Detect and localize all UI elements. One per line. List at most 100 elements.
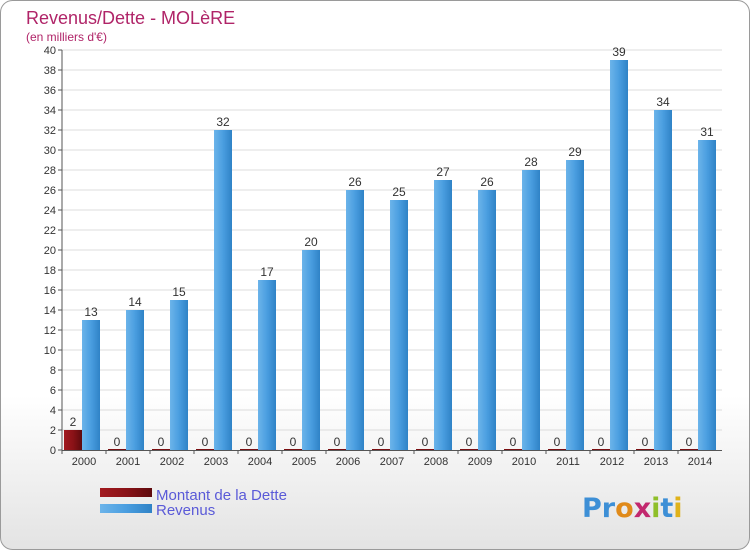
bar-revenus	[170, 300, 188, 450]
x-tick-label: 2009	[468, 456, 492, 468]
y-tick-label: 32	[44, 125, 56, 137]
data-label: 13	[84, 305, 98, 319]
y-tick-label: 22	[44, 225, 56, 237]
chart-title: Revenus/Dette - MOLèRE	[26, 8, 235, 28]
bar-dette-baseline	[152, 449, 170, 450]
legend-label-revenus: Revenus	[156, 502, 215, 519]
legend-swatch-debt	[100, 488, 152, 497]
data-label: 26	[348, 175, 362, 189]
y-tick-label: 18	[44, 265, 56, 277]
bar-revenus	[258, 280, 276, 450]
y-tick-label: 24	[44, 205, 56, 217]
x-tick-label: 2013	[644, 456, 668, 468]
data-label: 0	[202, 435, 209, 449]
bar-dette-baseline	[284, 449, 302, 450]
y-tick-label: 28	[44, 165, 56, 177]
logo-text: Proxiti	[582, 493, 683, 524]
bar-revenus	[214, 130, 232, 450]
bar-dette-baseline	[240, 449, 258, 450]
bar-dette	[64, 430, 82, 450]
x-tick-label: 2004	[248, 456, 272, 468]
data-label: 15	[172, 285, 186, 299]
data-label: 27	[436, 165, 450, 179]
y-tick-label: 2	[50, 425, 56, 437]
bar-dette-baseline	[328, 449, 346, 450]
legend-swatch-revenus	[100, 504, 152, 513]
legend-label-debt: Montant de la Dette	[156, 487, 287, 504]
data-label: 20	[304, 235, 318, 249]
y-tick-label: 38	[44, 65, 56, 77]
x-tick-label: 2003	[204, 456, 228, 468]
bar-dette-baseline	[504, 449, 522, 450]
x-tick-label: 2000	[72, 456, 96, 468]
data-label: 0	[686, 435, 693, 449]
y-tick-label: 8	[50, 365, 56, 377]
bar-revenus	[654, 110, 672, 450]
data-labels: 2 13 0 14 0 15 0 32 0 17 0 20 0 26 0 25 0 27 0 26 0 28 0 29 0 39 0…	[70, 45, 714, 449]
data-label: 0	[114, 435, 121, 449]
bar-dette-baseline	[548, 449, 566, 450]
bar-dette-baseline	[636, 449, 654, 450]
chart-subtitle: (en milliers d'€)	[26, 30, 107, 44]
x-tick-label: 2014	[688, 456, 712, 468]
bar-dette-baseline	[416, 449, 434, 450]
proxiti-logo: Proxiti	[582, 493, 683, 524]
bar-revenus	[610, 60, 628, 450]
data-label: 0	[422, 435, 429, 449]
bar-revenus	[698, 140, 716, 450]
bar-revenus	[126, 310, 144, 450]
legend: Montant de la Dette Revenus	[100, 487, 287, 519]
data-label: 0	[598, 435, 605, 449]
data-label: 0	[290, 435, 297, 449]
y-tick-label: 10	[44, 345, 56, 357]
y-tick-label: 40	[44, 45, 56, 57]
y-tick-label: 30	[44, 145, 56, 157]
data-label: 2	[70, 415, 77, 429]
x-tick-label: 2006	[336, 456, 360, 468]
bar-revenus	[566, 160, 584, 450]
y-tick-label: 6	[50, 385, 56, 397]
data-label: 0	[510, 435, 517, 449]
bar-dette-baseline	[196, 449, 214, 450]
data-label: 0	[642, 435, 649, 449]
data-label: 25	[392, 185, 406, 199]
data-label: 0	[334, 435, 341, 449]
data-label: 28	[524, 155, 538, 169]
data-label: 0	[378, 435, 385, 449]
x-tick-label: 2012	[600, 456, 624, 468]
bar-revenus	[302, 250, 320, 450]
x-tick-label: 2005	[292, 456, 316, 468]
data-label: 0	[466, 435, 473, 449]
x-tick-label: 2010	[512, 456, 536, 468]
y-tick-label: 26	[44, 185, 56, 197]
y-tick-label: 4	[50, 405, 56, 417]
bar-revenus	[390, 200, 408, 450]
data-label: 14	[128, 295, 142, 309]
bar-revenus	[82, 320, 100, 450]
bar-dette-baseline	[460, 449, 478, 450]
data-label: 34	[656, 95, 670, 109]
x-tick-label: 2007	[380, 456, 404, 468]
bar-revenus	[478, 190, 496, 450]
y-tick-label: 14	[44, 305, 56, 317]
data-label: 0	[158, 435, 165, 449]
x-tick-label: 2001	[116, 456, 140, 468]
bar-dette-baseline	[592, 449, 610, 450]
bar-dette-baseline	[108, 449, 126, 450]
bar-dette-baseline	[372, 449, 390, 450]
data-label: 31	[700, 125, 714, 139]
bar-revenus	[522, 170, 540, 450]
bars	[64, 60, 716, 450]
y-tick-label: 16	[44, 285, 56, 297]
x-tick-labels: 2000 2001 2002 2003 2004 2005 2006 2007 2008 2009…	[61, 450, 712, 468]
y-tick-label: 12	[44, 325, 56, 337]
x-tick-label: 2002	[160, 456, 184, 468]
data-label: 29	[568, 145, 582, 159]
data-label: 39	[612, 45, 626, 59]
data-label: 17	[260, 265, 274, 279]
x-tick-label: 2011	[556, 456, 580, 468]
y-tick-label: 0	[50, 445, 56, 457]
